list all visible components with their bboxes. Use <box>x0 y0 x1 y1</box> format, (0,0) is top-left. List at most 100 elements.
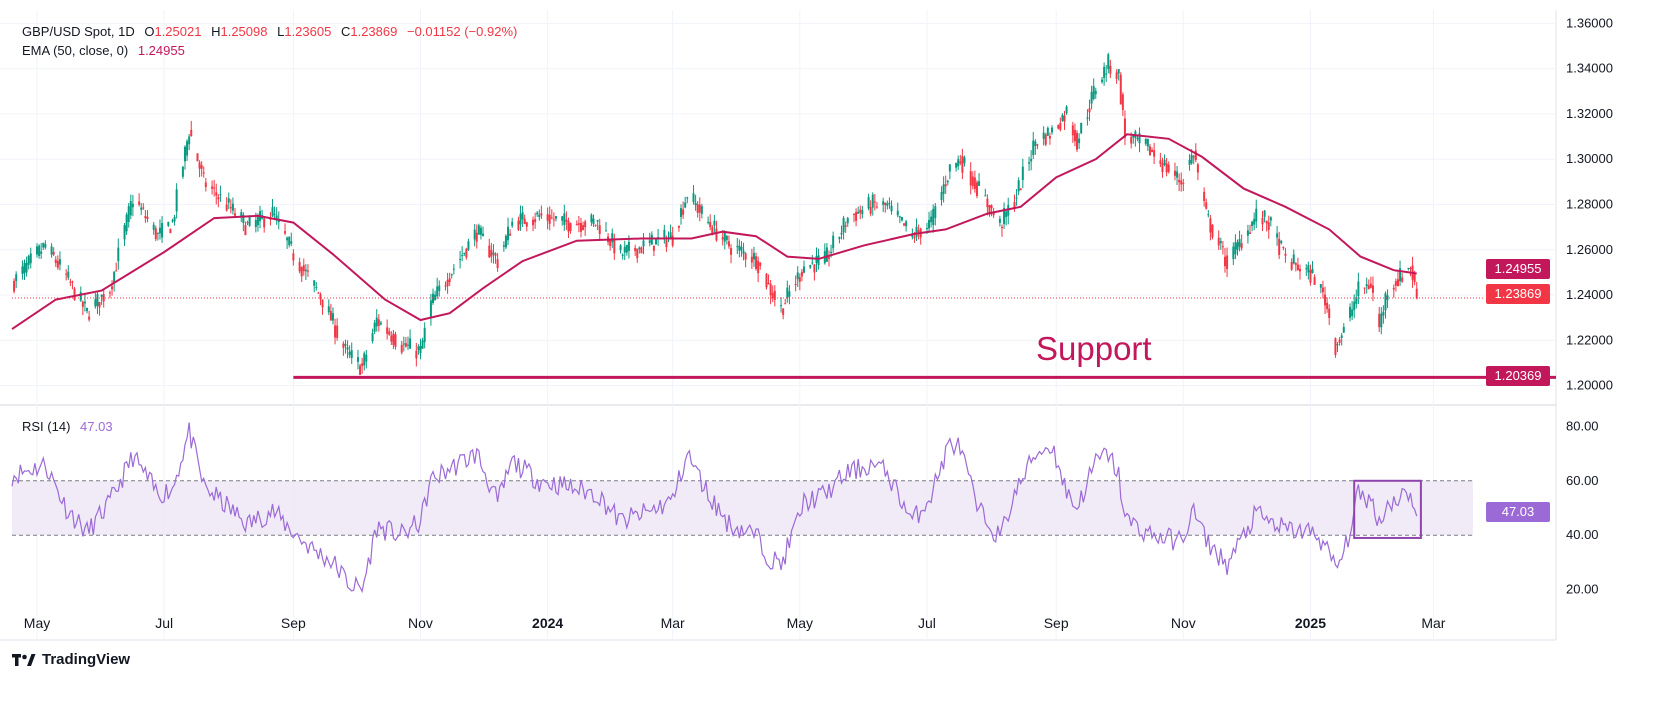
candle-body <box>1384 293 1387 311</box>
candle-body <box>946 180 949 183</box>
time-tick-label: Sep <box>1044 615 1069 631</box>
candle-body <box>494 253 497 256</box>
candle-body <box>379 322 382 325</box>
candle-body <box>934 206 937 219</box>
candle-body <box>286 237 289 241</box>
candle-body <box>550 217 553 219</box>
candle-body <box>23 262 26 274</box>
candle-body <box>306 270 309 272</box>
candle-body <box>640 247 643 254</box>
candle-body <box>1336 344 1339 346</box>
candle-body <box>79 292 82 301</box>
candle-body <box>884 202 887 206</box>
candle-body <box>200 165 203 169</box>
candle-body <box>990 205 993 209</box>
candle-body <box>707 221 710 223</box>
candle-body <box>94 299 97 307</box>
candle-body <box>694 202 697 206</box>
close-label: C <box>340 24 351 39</box>
candle-body <box>1209 218 1212 233</box>
candle-body <box>1248 232 1251 234</box>
candle-body <box>665 239 668 248</box>
candle-body <box>131 203 134 208</box>
candle-body <box>1078 138 1081 144</box>
candle-body <box>388 331 391 335</box>
candle-body <box>475 232 478 242</box>
candle-body <box>548 214 551 224</box>
candle-body <box>1061 114 1064 121</box>
candle-body <box>227 198 230 203</box>
candle-body <box>1015 197 1018 199</box>
candle-body <box>477 225 480 235</box>
candle-body <box>502 245 505 247</box>
candle-body <box>988 205 991 215</box>
candle-body <box>686 197 689 199</box>
candle-body <box>888 202 891 204</box>
candle-body <box>752 252 755 260</box>
candle-body <box>115 270 118 272</box>
candle-body <box>604 230 607 232</box>
candle-body <box>598 225 601 234</box>
candle-body <box>67 271 70 278</box>
candle-body <box>857 211 860 214</box>
candle-body <box>700 206 703 214</box>
rsi-band <box>12 480 1473 536</box>
close-value: 1.23869 <box>350 24 398 39</box>
candle-body <box>394 334 397 347</box>
candle-body <box>1221 246 1224 248</box>
candle-body <box>1050 127 1053 133</box>
candle-body <box>886 203 889 206</box>
candle-body <box>784 303 787 305</box>
candle-body <box>509 233 512 236</box>
candle-body <box>1207 214 1210 216</box>
candle-body <box>782 308 785 315</box>
candle-body <box>713 220 716 226</box>
candle-body <box>1173 170 1176 176</box>
candle-body <box>1192 156 1195 158</box>
candle-body <box>817 255 820 266</box>
candle-body <box>1007 205 1010 216</box>
candle-body <box>196 153 199 162</box>
candle-body <box>175 189 178 212</box>
candle-body <box>1282 247 1285 249</box>
candle-body <box>1296 264 1299 271</box>
candle-body <box>1324 294 1327 306</box>
candle-body <box>1276 233 1279 238</box>
candle-body <box>146 216 149 219</box>
price-tick-label: 1.22000 <box>1566 332 1613 347</box>
candle-body <box>463 253 466 255</box>
rsi-highlight-box <box>1353 479 1422 539</box>
candle-body <box>44 244 47 248</box>
candle-body <box>1211 224 1214 238</box>
candle-body <box>98 301 101 308</box>
candle-body <box>1357 281 1360 297</box>
candle-body <box>1299 268 1302 272</box>
candle-body <box>1203 191 1206 201</box>
candle-body <box>594 224 597 226</box>
candle-body <box>452 268 455 270</box>
candle-body <box>1226 255 1229 270</box>
candle-body <box>1394 281 1397 286</box>
low-value: 1.23605 <box>284 24 332 39</box>
candle-body <box>373 322 376 332</box>
candle-body <box>519 213 522 225</box>
candle-body <box>1321 287 1324 293</box>
candle-body <box>302 265 305 272</box>
candle-body <box>1028 162 1031 164</box>
candle-body <box>127 206 130 223</box>
candle-body <box>1165 163 1168 173</box>
candle-body <box>684 202 687 208</box>
candle-body <box>1092 86 1095 99</box>
candle-body <box>173 217 176 222</box>
candle-body <box>1386 295 1389 300</box>
candle-body <box>767 282 770 284</box>
candle-body <box>254 220 257 228</box>
candle-body <box>169 229 172 234</box>
candle-body <box>627 241 630 251</box>
candle-body <box>1415 288 1418 299</box>
candle-body <box>300 267 303 277</box>
rsi-line <box>11 422 1418 594</box>
candle-body <box>1132 135 1135 138</box>
